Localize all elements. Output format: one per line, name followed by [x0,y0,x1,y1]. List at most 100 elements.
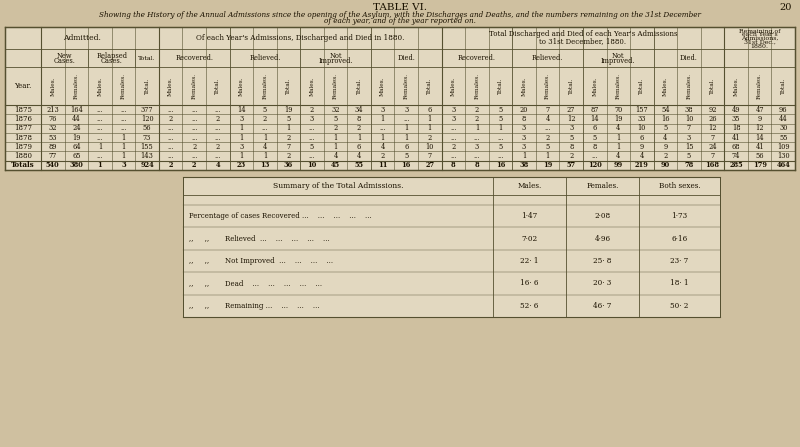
Text: Recovered.: Recovered. [175,54,213,62]
Text: 5: 5 [569,134,574,142]
Text: Cases.: Cases. [101,57,122,65]
Text: 179: 179 [753,161,766,169]
Text: 4: 4 [334,152,338,160]
Text: 64: 64 [72,143,81,151]
Text: 19: 19 [614,115,622,123]
Text: 87: 87 [590,105,599,114]
Text: Total.: Total. [145,78,150,94]
Text: Died.: Died. [398,54,415,62]
Text: 2: 2 [192,161,197,169]
Text: 1880: 1880 [14,152,32,160]
Text: 19: 19 [543,161,552,169]
Text: 6: 6 [357,143,362,151]
Text: 2: 2 [428,134,432,142]
Text: 70: 70 [614,105,622,114]
Text: Total.: Total. [569,78,574,94]
Text: 1879: 1879 [14,143,32,151]
Text: 4: 4 [262,143,267,151]
Text: 23: 23 [237,161,246,169]
Text: 1: 1 [474,124,479,132]
Text: 1877: 1877 [14,124,32,132]
Text: ...: ... [450,134,457,142]
Text: 1: 1 [381,134,385,142]
Text: 2: 2 [474,115,479,123]
Text: 143: 143 [141,152,154,160]
Text: 1: 1 [262,134,267,142]
Text: 10: 10 [638,124,646,132]
Text: ...: ... [474,152,480,160]
Text: Females.: Females. [262,73,267,99]
Text: Admissions,: Admissions, [741,36,778,41]
Text: 12: 12 [567,115,575,123]
Text: 377: 377 [141,105,154,114]
Text: 2: 2 [451,143,455,151]
Text: ...: ... [167,124,174,132]
Text: 1: 1 [428,124,432,132]
Text: 1: 1 [122,143,126,151]
Text: 540: 540 [46,161,59,169]
Text: 6: 6 [640,134,644,142]
Text: 27: 27 [426,161,434,169]
Text: 5: 5 [498,143,502,151]
Text: 46· 7: 46· 7 [594,302,612,310]
Text: 4·96: 4·96 [594,235,610,243]
Text: Relieved.: Relieved. [249,54,281,62]
Text: 168: 168 [706,161,719,169]
Text: 41: 41 [755,143,764,151]
Text: ...: ... [474,134,480,142]
Text: 20: 20 [780,3,792,12]
Text: Total.: Total. [710,78,715,94]
Text: New: New [57,52,72,60]
Text: 23· 7: 23· 7 [670,257,689,265]
Text: Total.: Total. [357,78,362,94]
Text: ...: ... [450,124,457,132]
Text: 8: 8 [451,161,456,169]
Text: 2: 2 [474,105,479,114]
Text: 4: 4 [215,161,220,169]
Text: 1: 1 [239,152,243,160]
Text: 3: 3 [522,134,526,142]
Text: Admitted.: Admitted. [63,34,101,42]
Text: Total.: Total. [781,78,786,94]
Bar [5,27,795,170]
Text: 120: 120 [588,161,602,169]
Text: Females.: Females. [586,182,618,190]
Text: Females.: Females. [757,73,762,99]
Text: 5: 5 [498,115,502,123]
Text: 3: 3 [310,115,314,123]
Text: 50· 2: 50· 2 [670,302,689,310]
Text: 6: 6 [428,105,432,114]
Text: 6: 6 [404,143,408,151]
Text: 4: 4 [616,124,621,132]
Text: 3: 3 [121,161,126,169]
Text: 1878: 1878 [14,134,32,142]
Text: 1876: 1876 [14,115,32,123]
Text: 4: 4 [663,134,667,142]
Text: 2: 2 [381,152,385,160]
Text: Females.: Females. [74,73,79,99]
Text: 56: 56 [755,152,764,160]
Text: 20· 3: 20· 3 [594,279,612,287]
Text: 1·73: 1·73 [671,212,687,220]
Text: 3: 3 [522,143,526,151]
Text: 54: 54 [661,105,670,114]
Text: Males.: Males. [592,76,598,96]
Text: Died.: Died. [680,54,698,62]
Text: Females.: Females. [545,73,550,99]
Text: 15: 15 [685,143,694,151]
Text: 5: 5 [310,143,314,151]
Text: 12: 12 [755,124,764,132]
Text: 1: 1 [357,134,362,142]
Text: 99: 99 [614,161,623,169]
Text: Totals: Totals [11,161,35,169]
Text: each Year's: each Year's [742,32,778,37]
Text: 16: 16 [496,161,505,169]
Text: 55: 55 [354,161,363,169]
Text: 3: 3 [451,115,455,123]
Text: 96: 96 [779,105,787,114]
Text: 120: 120 [141,115,154,123]
Text: 14: 14 [590,115,599,123]
Text: 1880.: 1880. [750,44,769,49]
Text: 52· 6: 52· 6 [520,302,538,310]
Text: 6·16: 6·16 [671,235,688,243]
